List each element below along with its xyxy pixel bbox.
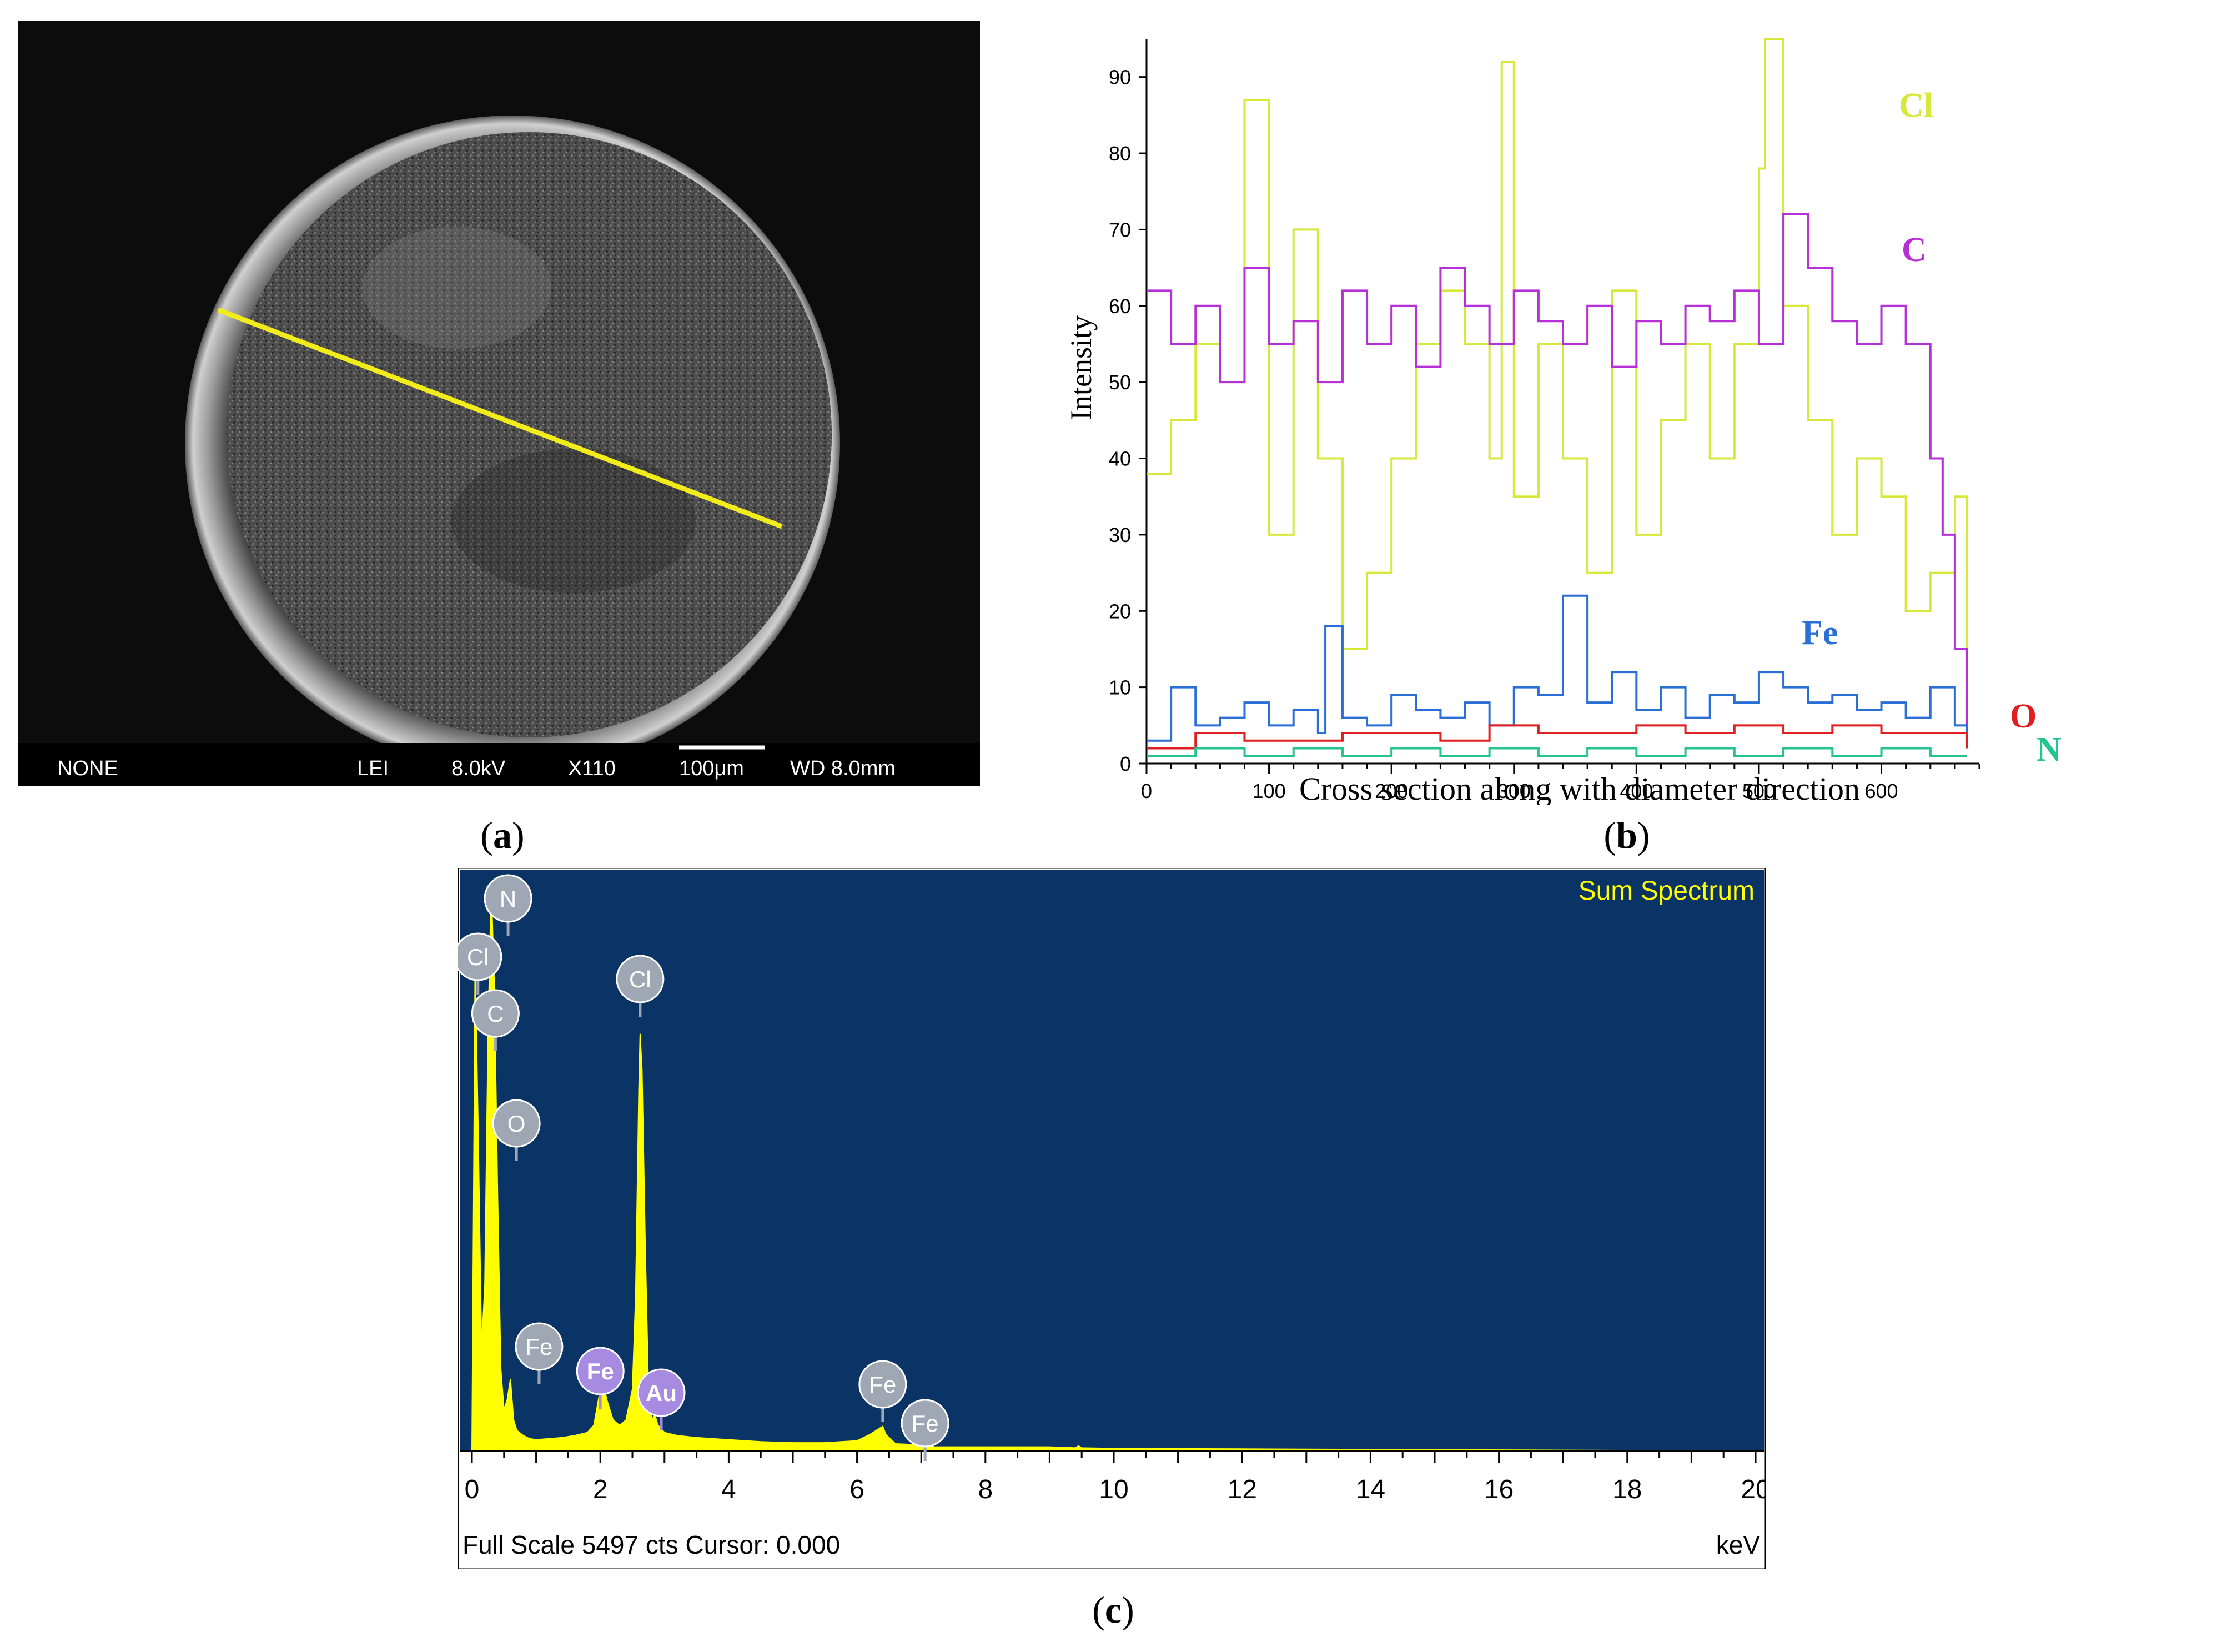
eds-x-tick-label: 0 <box>465 1475 480 1504</box>
x-tick-label: 300 <box>1497 780 1531 802</box>
eds-x-unit: keV <box>1716 1530 1761 1559</box>
peak-label-cl: Cl <box>616 955 665 1017</box>
series-label-fe: Fe <box>1802 614 1838 652</box>
y-tick-label: 0 <box>1120 752 1131 775</box>
eds-x-tick-label: 20 <box>1741 1475 1766 1504</box>
x-tick-label: 500 <box>1742 780 1776 802</box>
eds-peak-labels: N Cl C O Fe Fe Au Cl Fe Fe <box>458 874 949 1461</box>
peak-label-fe: Fe <box>576 1347 625 1409</box>
line-scan-series <box>1147 38 1968 757</box>
y-tick-label: 60 <box>1109 295 1131 318</box>
eds-x-tick-label: 14 <box>1356 1475 1385 1504</box>
sem-micrograph: NONE LEI 8.0kV X110 100μm WD 8.0mm <box>18 21 980 786</box>
eds-plot-area <box>460 870 1764 1451</box>
series-label-o: O <box>2010 697 2037 735</box>
fracture-surface <box>227 132 832 737</box>
y-tick-label: 10 <box>1109 676 1131 699</box>
sem-info-voltage: 8.0kV <box>451 757 506 780</box>
caption-c: (c) <box>1092 1589 1134 1631</box>
eds-x-tick-label: 16 <box>1484 1475 1514 1504</box>
svg-text:Au: Au <box>646 1380 677 1406</box>
eds-x-tick-label: 12 <box>1228 1475 1257 1504</box>
x-tick-label: 200 <box>1375 780 1408 802</box>
line-scan-axes: 0 10 20 30 40 50 60 70 80 90 0 100 200 300 400 500 600 <box>1109 39 1980 802</box>
svg-text:O: O <box>507 1111 526 1137</box>
x-tick-label: 400 <box>1620 780 1653 802</box>
eds-x-tick-label: 2 <box>593 1475 608 1504</box>
eds-footer-status: Full Scale 5497 cts Cursor: 0.000 <box>463 1530 840 1559</box>
peak-label-fe: Fe <box>858 1360 907 1422</box>
peak-label-fe: Fe <box>901 1399 949 1461</box>
peak-label-o: O <box>492 1099 541 1161</box>
svg-text:Cl: Cl <box>467 944 489 970</box>
caption-b: (b) <box>1603 814 1650 856</box>
series-line-c <box>1147 213 1968 726</box>
sem-info-working-distance: WD 8.0mm <box>790 757 896 780</box>
svg-text:C: C <box>487 1001 504 1027</box>
y-tick-label: 20 <box>1109 600 1131 622</box>
eds-spectrum-chart: 0 2 4 6 8 10 12 14 16 18 20 N Cl C O Fe Fe Au Cl Fe Fe Sum … <box>458 868 1766 1569</box>
x-tick-label: 100 <box>1253 780 1286 802</box>
series-line-fe <box>1147 594 1968 742</box>
sem-info-bar <box>18 743 980 786</box>
scan-line <box>217 307 783 529</box>
y-tick-label: 80 <box>1109 142 1131 165</box>
sem-info-signal: NONE <box>57 757 118 780</box>
peak-label-n: N <box>484 874 532 936</box>
series-line-o <box>1147 724 1968 750</box>
x-axis-label: Cross section along with diameter direct… <box>1299 771 1860 805</box>
x-tick-label: 0 <box>1141 780 1152 802</box>
eds-x-tick-label: 4 <box>721 1475 736 1504</box>
line-scan-chart: 0 10 20 30 40 50 60 70 80 90 0 100 200 300 400 500 600 C… <box>1064 38 2062 805</box>
svg-text:Fe: Fe <box>869 1372 896 1398</box>
sem-info-magnification: X110 <box>568 757 616 780</box>
series-line-cl <box>1147 38 1968 687</box>
eds-x-tick-label: 10 <box>1099 1475 1128 1504</box>
peak-label-fe: Fe <box>515 1322 564 1384</box>
y-tick-label: 30 <box>1109 524 1131 546</box>
eds-axes: 0 2 4 6 8 10 12 14 16 18 20 <box>460 1450 1766 1504</box>
peak-label-c: C <box>471 989 520 1051</box>
sem-info-detector: LEI <box>357 757 389 780</box>
eds-x-tick-label: 18 <box>1612 1475 1642 1504</box>
line-scan-series-labels: Cl C Fe ON <box>1802 87 2062 769</box>
series-label-cl: Cl <box>1899 87 1933 124</box>
y-tick-label: 90 <box>1109 66 1131 89</box>
series-line-n <box>1147 747 1967 757</box>
caption-a: (a) <box>480 814 525 856</box>
y-tick-label: 50 <box>1109 371 1131 394</box>
eds-title: Sum Spectrum <box>1578 876 1755 906</box>
svg-text:N: N <box>500 886 516 912</box>
svg-text:Fe: Fe <box>525 1334 552 1360</box>
y-tick-label: 70 <box>1109 218 1131 241</box>
peak-label-cl: Cl <box>458 932 502 995</box>
y-tick-label: 40 <box>1109 448 1131 470</box>
svg-text:Fe: Fe <box>912 1410 939 1437</box>
svg-text:Cl: Cl <box>629 966 651 992</box>
svg-text:Fe: Fe <box>587 1358 614 1384</box>
series-label-c: C <box>1902 231 1927 269</box>
eds-x-tick-label: 8 <box>978 1475 993 1504</box>
x-tick-label: 600 <box>1864 780 1898 802</box>
y-axis-label: Intensity <box>1064 315 1098 420</box>
peak-label-au: Au <box>637 1368 686 1430</box>
eds-x-tick-label: 6 <box>849 1475 864 1504</box>
sem-info-scale: 100μm <box>679 757 744 780</box>
series-label-n: N <box>2037 731 2062 769</box>
